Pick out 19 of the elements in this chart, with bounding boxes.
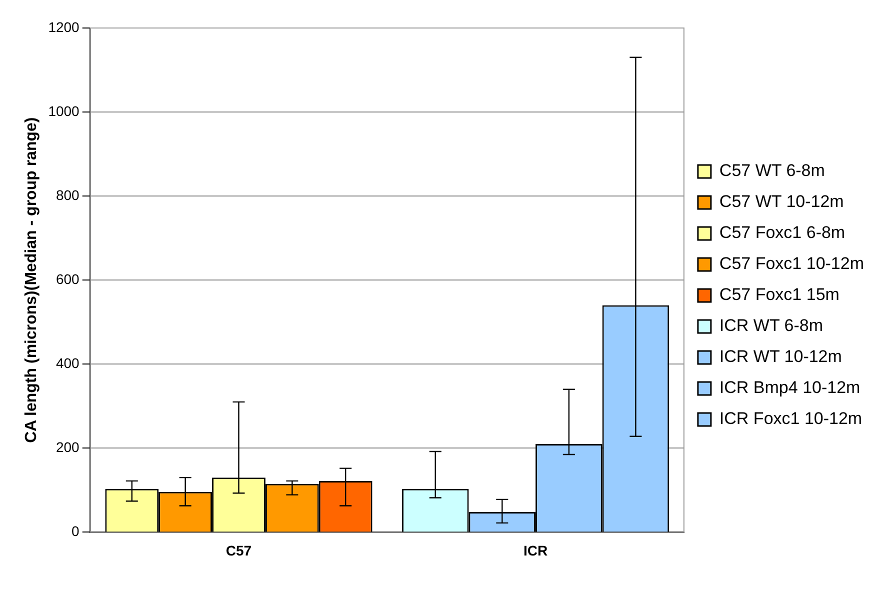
- legend-label: ICR WT 6-8m: [719, 316, 824, 336]
- y-tick-label: 0: [72, 523, 80, 540]
- y-tick-label: 1000: [48, 102, 80, 119]
- legend-label: C57 WT 10-12m: [719, 192, 844, 212]
- y-tick-label: 200: [56, 439, 80, 456]
- legend-label: C57 Foxc1 10-12m: [719, 254, 864, 274]
- x-tick-label: ICR: [523, 542, 548, 558]
- y-axis-title: CA length (microns)(Median - group range): [23, 117, 40, 443]
- y-tick-label: 800: [56, 186, 80, 203]
- legend-label: C57 Foxc1 15m: [719, 285, 840, 304]
- legend-label: C57 Foxc1 6-8m: [719, 223, 846, 242]
- legend-label: ICR Bmp4 10-12m: [719, 378, 860, 398]
- legend-label: ICR WT 10-12m: [719, 347, 842, 366]
- legend-label: ICR Foxc1 10-12m: [719, 409, 862, 428]
- y-tick-label: 1200: [48, 18, 80, 35]
- x-tick-label: C57: [226, 542, 252, 558]
- y-tick-label: 400: [56, 354, 80, 371]
- y-tick-label: 600: [56, 270, 80, 287]
- legend-label: C57 WT 6-8m: [719, 161, 825, 180]
